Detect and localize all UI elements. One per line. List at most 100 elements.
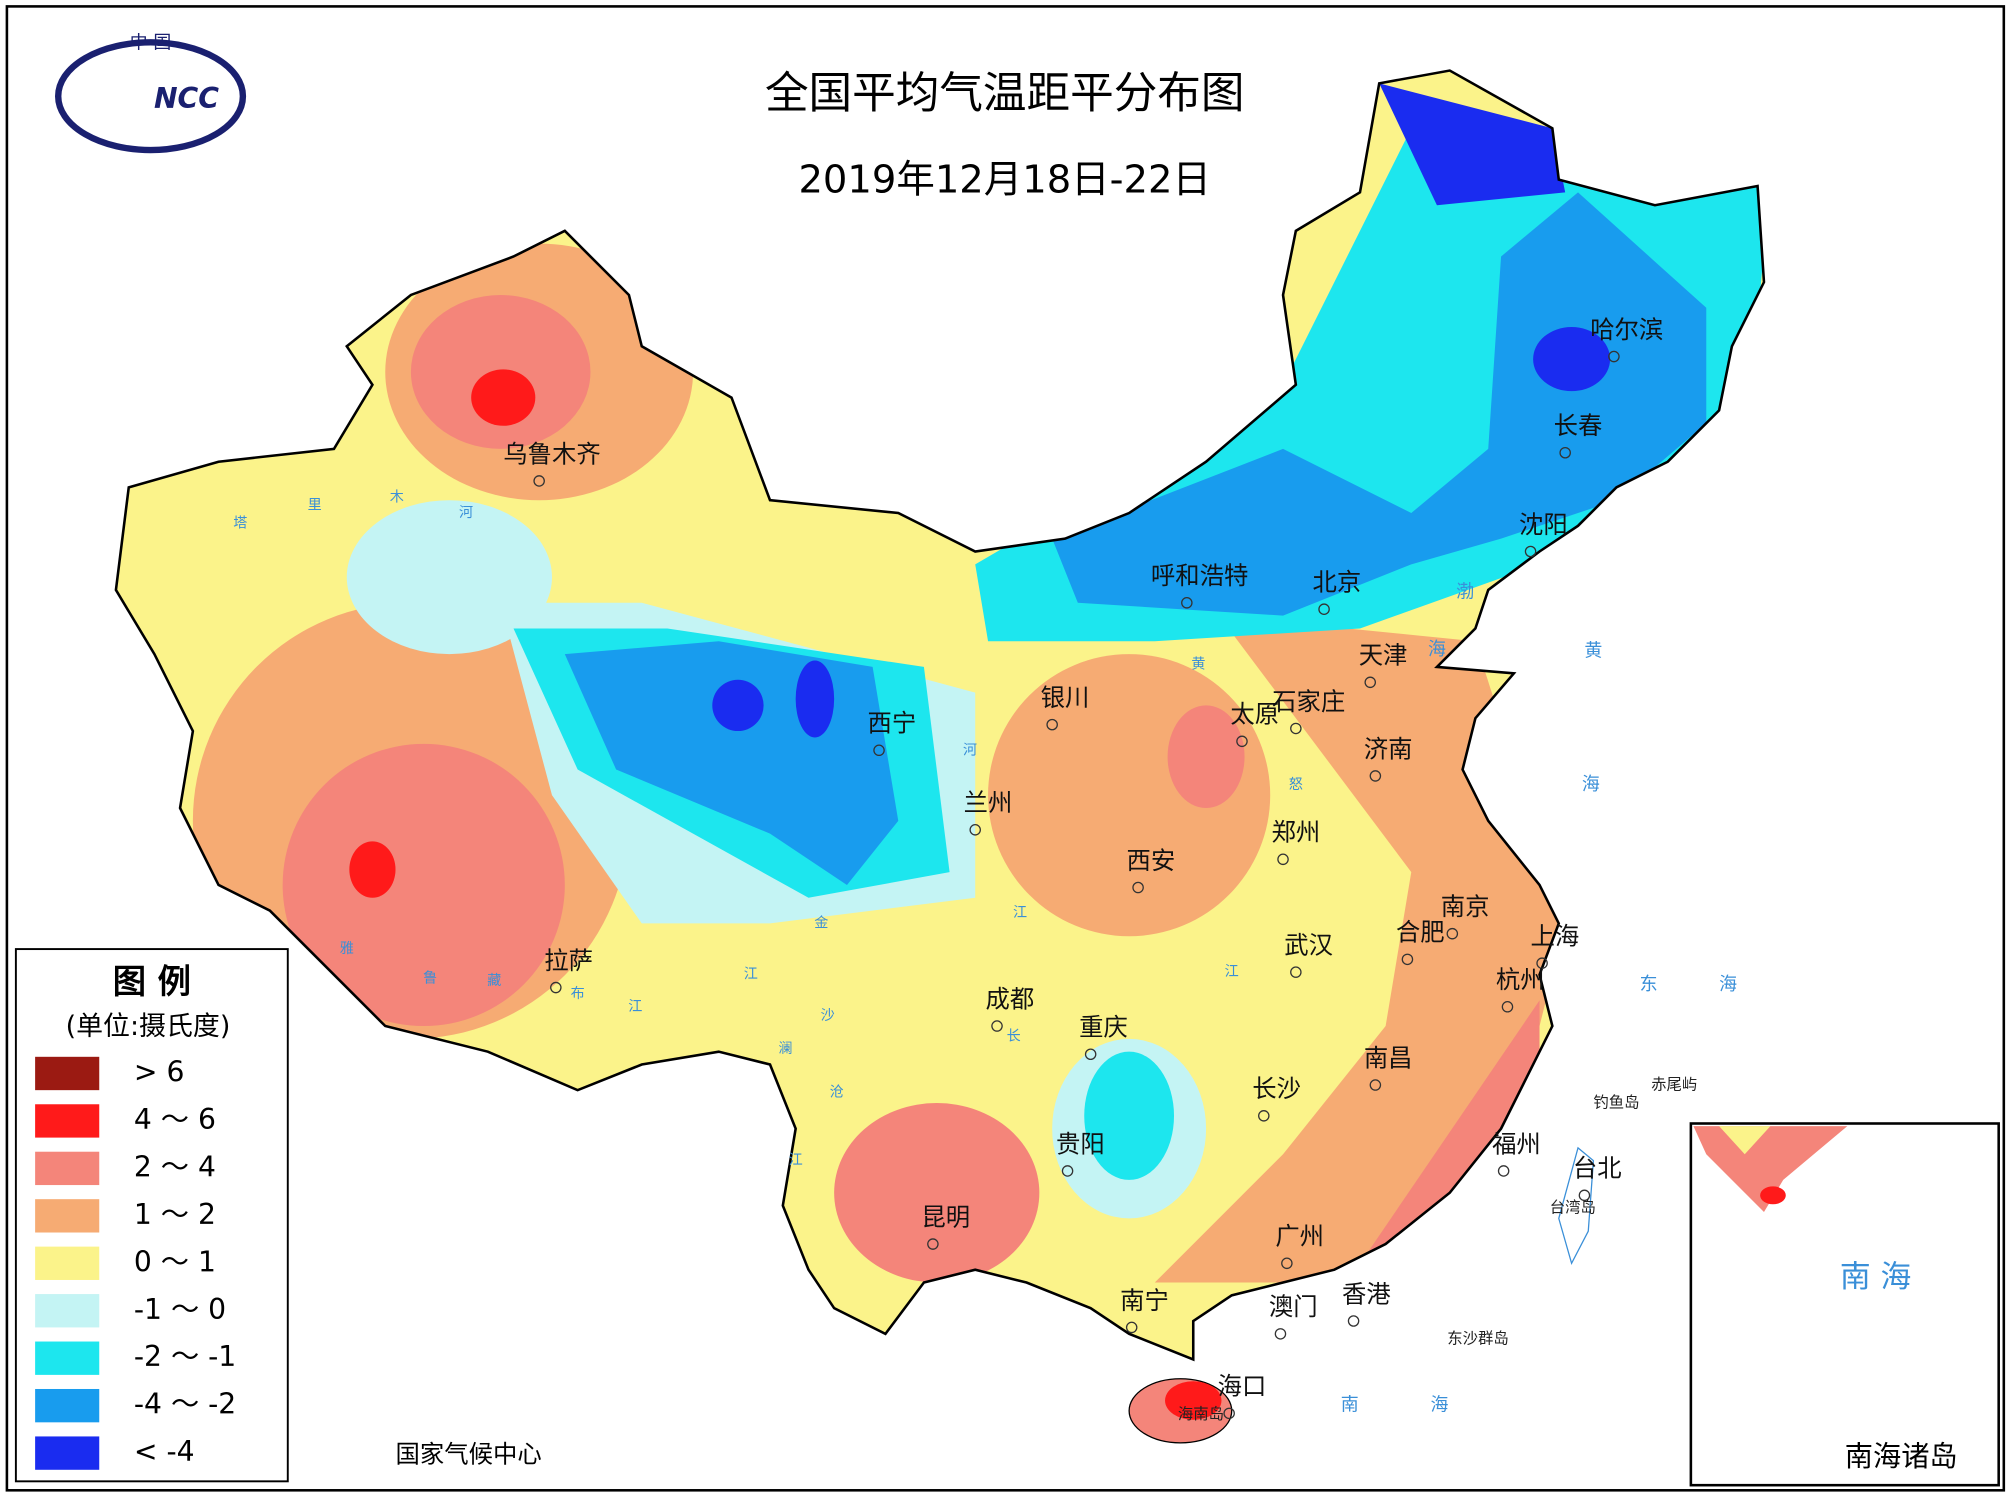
city-label: 重庆	[1079, 1013, 1128, 1042]
river-label: 江	[1013, 905, 1027, 921]
legend-label: 2 ～ 4	[134, 1150, 216, 1183]
sea-label: 渤	[1456, 582, 1474, 603]
river-label: 怒	[1289, 777, 1303, 793]
city-marker	[1258, 1110, 1270, 1122]
legend-swatch	[35, 1056, 100, 1091]
river-label: 鲁	[423, 971, 437, 987]
city-marker	[1318, 603, 1330, 615]
city-marker	[550, 981, 562, 994]
city-label: 合肥	[1396, 918, 1445, 947]
city-label: 昆明	[921, 1202, 970, 1231]
legend-unit: (单位:摄氏度)	[66, 1011, 231, 1042]
city-label: 成都	[985, 984, 1034, 1013]
island-label: 赤尾屿	[1651, 1076, 1697, 1094]
city-marker	[1277, 853, 1289, 866]
city-label: 广州	[1275, 1222, 1324, 1251]
city-marker	[1347, 1315, 1360, 1327]
island-label: 钓鱼岛	[1593, 1093, 1639, 1111]
city-marker	[1364, 676, 1377, 689]
city-label: 天津	[1359, 641, 1408, 670]
source: 国家气候中心	[396, 1440, 542, 1469]
inset: 南 海 南海诸岛	[1689, 1122, 2000, 1487]
city-marker	[1524, 545, 1537, 558]
city-marker	[1501, 1001, 1514, 1013]
taiwan	[1558, 1146, 1595, 1266]
city-label: 兰州	[964, 788, 1013, 817]
city-marker	[969, 824, 981, 836]
logo-top: 中 国	[130, 33, 172, 54]
island-label: 海南岛	[1178, 1405, 1224, 1423]
city-marker	[1236, 735, 1248, 748]
inset-title: 南海诸岛	[1845, 1440, 1958, 1473]
city-label: 郑州	[1271, 818, 1320, 847]
city-label: 拉萨	[544, 946, 593, 975]
city-label: 杭州	[1496, 965, 1545, 994]
legend-label: -1 ～ 0	[134, 1293, 226, 1326]
title: 全国平均气温距平分布图	[765, 69, 1245, 119]
date: 2019年12月18日-22日	[798, 158, 1211, 203]
city-marker	[1578, 1189, 1591, 1202]
river-label: 金	[814, 915, 828, 931]
legend: 图 例 (单位:摄氏度) > 6 4 ～ 6 2 ～ 4 1 ～ 2 0 ～ 1 -1 ～…	[14, 948, 289, 1483]
legend-swatch	[35, 1151, 100, 1186]
hainan-hot	[1165, 1381, 1222, 1420]
logo: 中 国 NCC	[55, 33, 247, 154]
city-label: 西宁	[867, 709, 916, 738]
city-label: 海口	[1218, 1372, 1267, 1401]
legend-title: 图 例	[113, 962, 191, 1001]
island-label: 台湾岛	[1550, 1199, 1596, 1217]
city-label: 长沙	[1252, 1074, 1301, 1103]
city-marker	[927, 1238, 939, 1250]
legend-label: 1 ～ 2	[134, 1198, 216, 1231]
river-label: 里	[308, 497, 322, 513]
logo-text: NCC	[154, 82, 219, 115]
city-marker	[1125, 1321, 1138, 1334]
city-marker	[1274, 1328, 1287, 1340]
city-marker	[1401, 953, 1414, 966]
city-marker	[1369, 1079, 1382, 1091]
river-label: 雅	[340, 941, 354, 957]
city-marker	[1446, 927, 1459, 940]
river-label: 布	[571, 986, 585, 1002]
sea-label: 东	[1640, 974, 1658, 995]
city-label: 银川	[1041, 683, 1090, 712]
city-label: 西安	[1127, 846, 1176, 875]
city-marker	[1281, 1257, 1293, 1270]
city-marker	[1290, 966, 1302, 978]
legend-swatch	[35, 1246, 100, 1280]
city-label: 长春	[1554, 411, 1603, 440]
city-label: 台北	[1573, 1154, 1622, 1183]
city-label: 沈阳	[1519, 510, 1568, 539]
river-label: 河	[459, 505, 473, 521]
legend-swatch	[35, 1341, 100, 1375]
river-label: 长	[1007, 1028, 1021, 1044]
inset-sea: 南 海	[1840, 1259, 1911, 1295]
sea-label: 海	[1582, 774, 1600, 795]
city-label: 澳门	[1269, 1292, 1318, 1321]
river-label: 江	[628, 999, 642, 1015]
river-label: 江	[1225, 964, 1239, 980]
legend-label: 0 ～ 1	[134, 1245, 216, 1278]
city-marker	[1559, 446, 1571, 459]
city-marker	[873, 744, 885, 757]
legend-swatch	[35, 1294, 100, 1328]
river-label: 塔	[233, 515, 247, 531]
legend-swatch	[35, 1436, 100, 1470]
city-marker	[1132, 881, 1144, 894]
legend-label: -2 ～ -1	[134, 1340, 236, 1373]
city-marker	[1290, 722, 1302, 735]
legend-label: 4 ～ 6	[134, 1103, 216, 1136]
sea-label: 海	[1428, 639, 1446, 660]
river-label: 江	[744, 967, 758, 983]
river-label: 河	[963, 742, 977, 758]
city-label: 香港	[1342, 1279, 1391, 1308]
city-label: 南宁	[1120, 1286, 1169, 1315]
river-label: 藏	[487, 973, 501, 989]
city-label: 贵阳	[1056, 1129, 1105, 1158]
sea-label: 海	[1719, 974, 1737, 995]
city-label: 南昌	[1364, 1043, 1413, 1072]
city-label: 太原	[1230, 700, 1279, 729]
city-label: 乌鲁木齐	[503, 439, 600, 468]
